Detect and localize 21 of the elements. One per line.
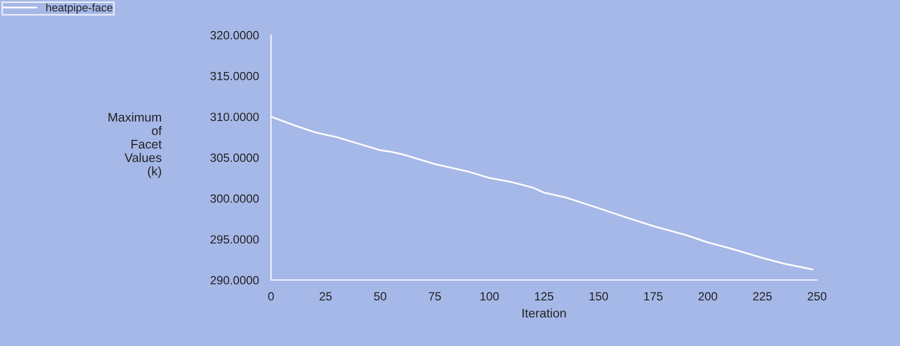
y-tick-label: 295.0000 bbox=[210, 235, 259, 244]
x-tick-label: 175 bbox=[644, 292, 663, 300]
legend-label: heatpipe-face bbox=[46, 3, 112, 14]
x-tick-label: 100 bbox=[480, 292, 499, 300]
y-tick-label: 300.0000 bbox=[210, 194, 259, 203]
x-tick-label: 200 bbox=[698, 292, 718, 300]
x-tick-label: 150 bbox=[590, 292, 608, 300]
y-tick-label: 290.0000 bbox=[210, 276, 259, 284]
x-axis-title: Iteration bbox=[522, 308, 566, 318]
y-axis-title: Maximum of Facet Values (k) bbox=[108, 112, 162, 178]
x-tick-label: 250 bbox=[808, 292, 826, 300]
y-tick-label: 310.0000 bbox=[210, 112, 259, 122]
x-tick-label: 25 bbox=[320, 292, 332, 300]
x-tick-label: 225 bbox=[753, 292, 772, 300]
x-tick-label: 50 bbox=[374, 292, 386, 300]
y-tick-label: 320.0000 bbox=[210, 31, 259, 40]
x-tick-label: 75 bbox=[428, 292, 441, 300]
x-tick-label: 0 bbox=[268, 292, 274, 300]
y-tick-label: 315.0000 bbox=[210, 72, 259, 80]
x-tick-label: 125 bbox=[535, 292, 554, 300]
y-tick-label: 305.0000 bbox=[210, 154, 259, 162]
